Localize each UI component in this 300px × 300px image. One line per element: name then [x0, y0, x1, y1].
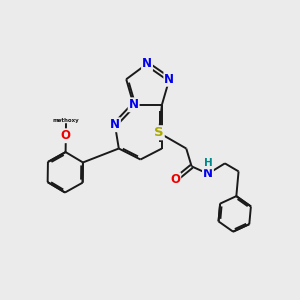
Text: N: N [110, 118, 120, 131]
Text: O: O [170, 173, 180, 186]
Text: methoxy: methoxy [53, 118, 80, 123]
Text: N: N [142, 57, 152, 70]
Text: S: S [154, 126, 164, 139]
Text: N: N [129, 98, 139, 111]
Text: H: H [204, 158, 212, 168]
Text: N: N [164, 73, 174, 86]
Text: methoxy: methoxy [66, 119, 72, 120]
Text: O: O [61, 129, 71, 142]
Text: N: N [203, 167, 213, 180]
